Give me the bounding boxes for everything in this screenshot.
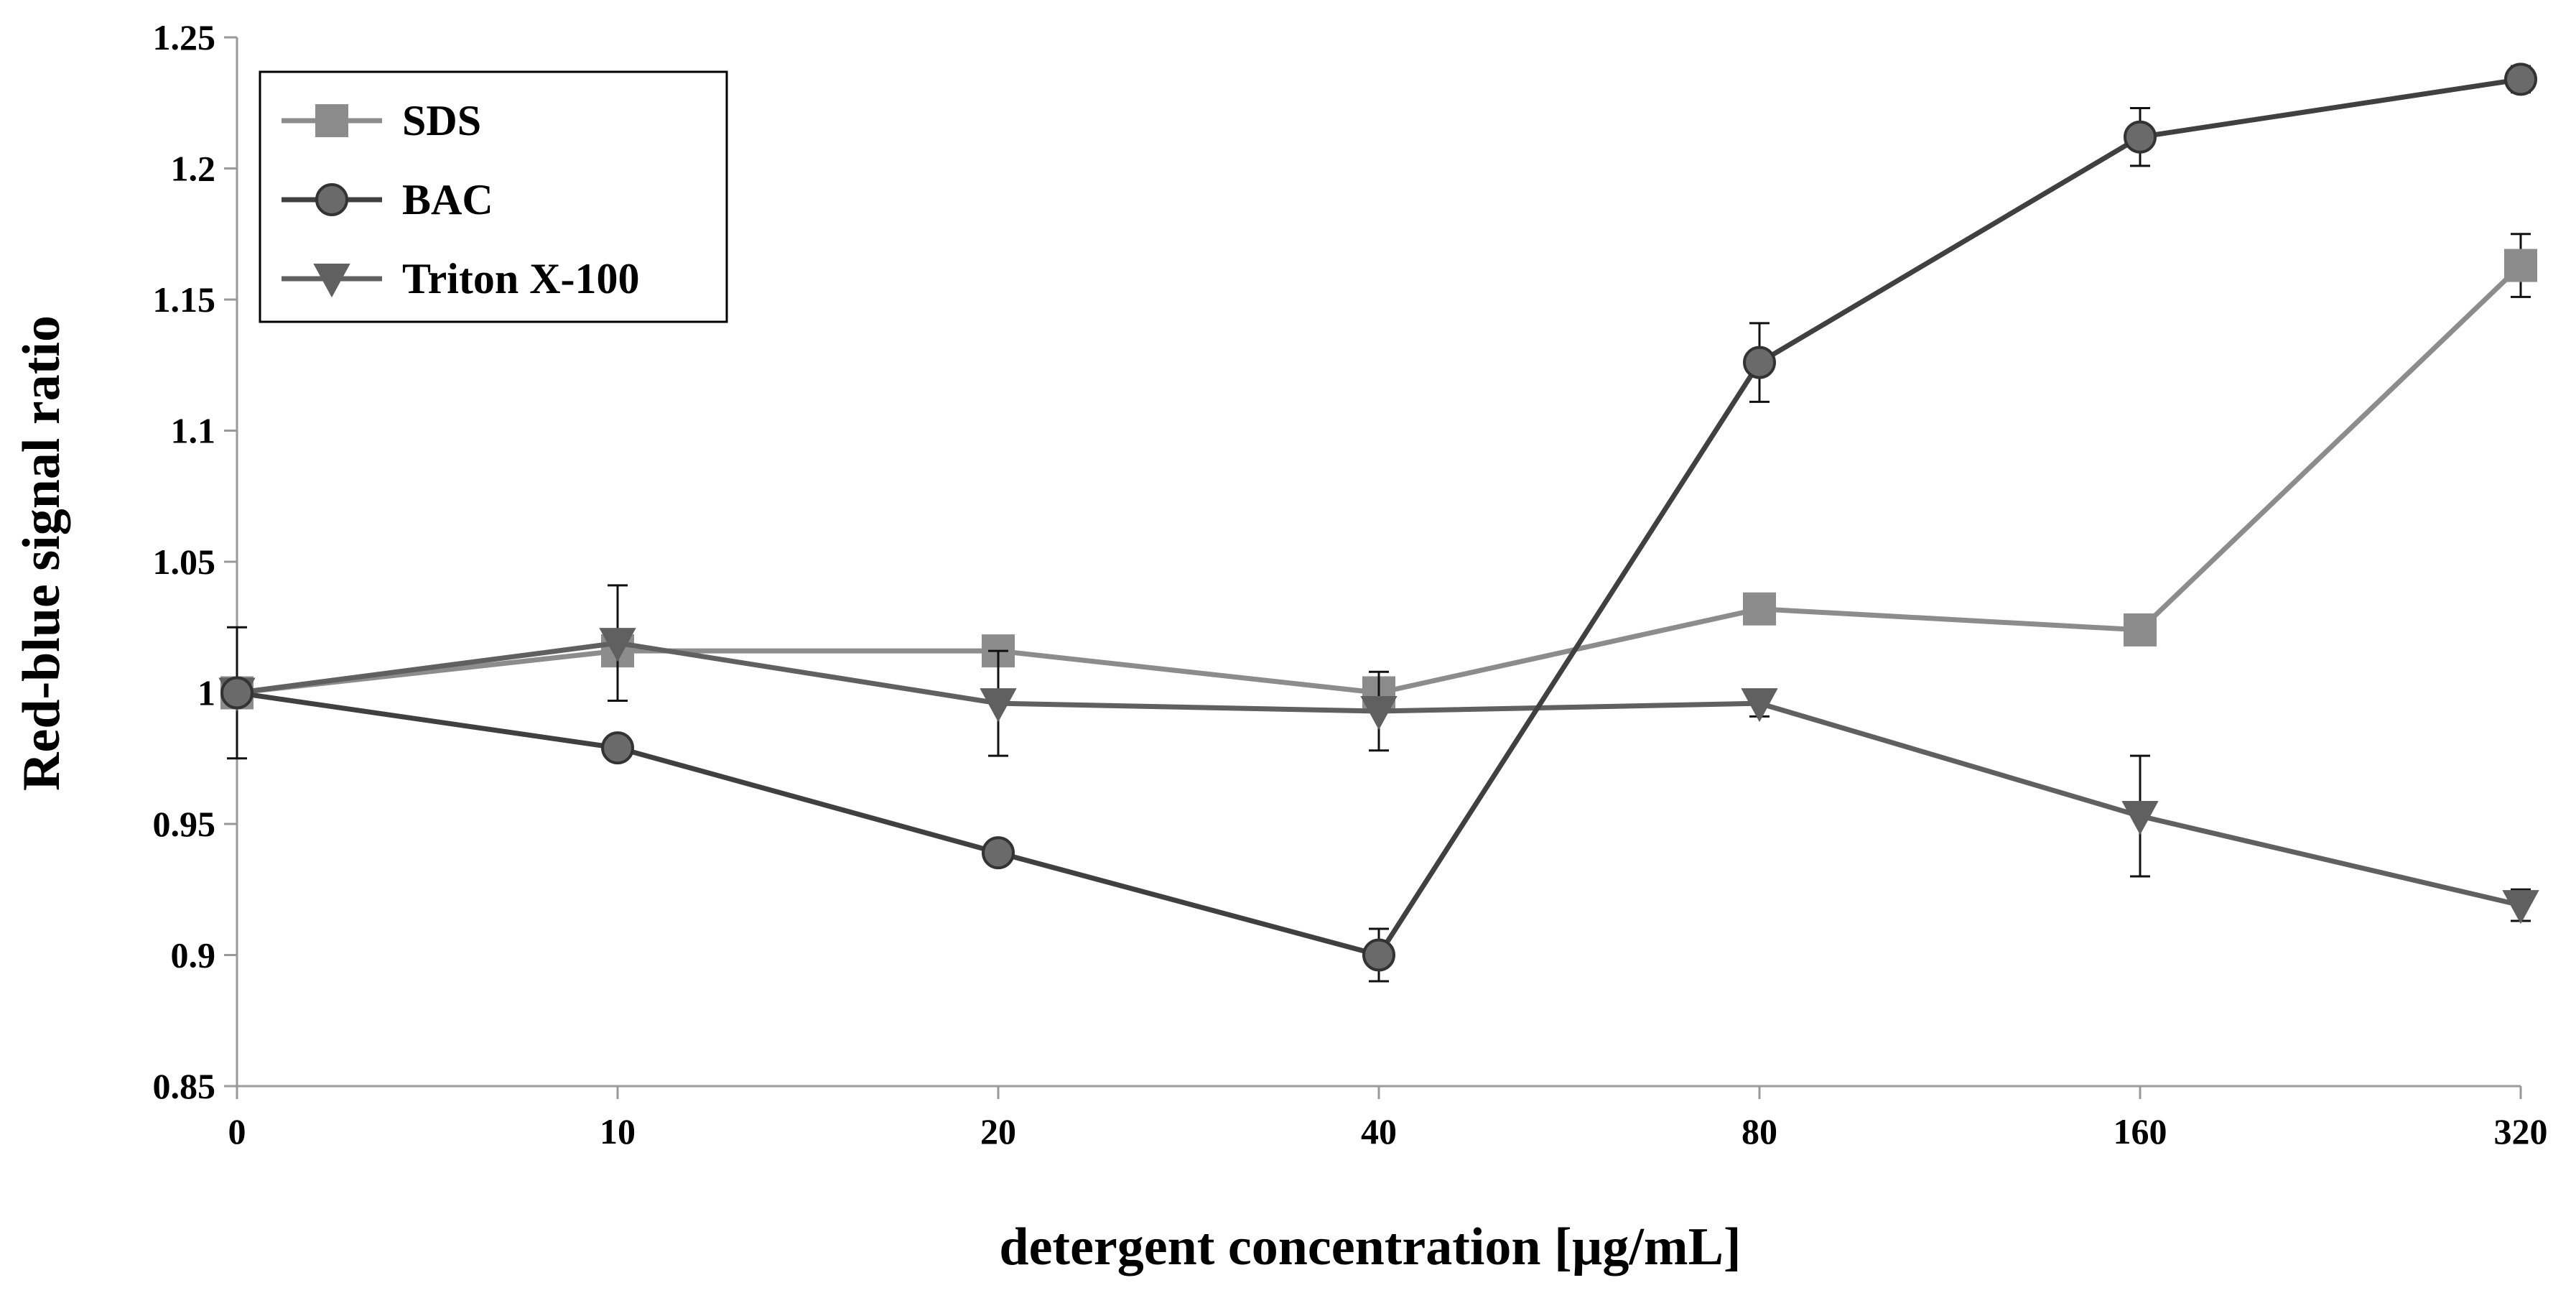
data-point-triton-x-100 xyxy=(2121,801,2159,835)
data-point-sds xyxy=(1743,592,1776,626)
y-tick-label: 1 xyxy=(197,673,215,713)
series-line-sds xyxy=(236,264,2523,695)
x-axis-ticks: 0 10 20 40 80 160 320 xyxy=(228,1086,2548,1151)
data-point-triton-x-100 xyxy=(599,628,636,662)
y-tick-label: 1.1 xyxy=(171,411,216,451)
legend-marker-triton-x-100 xyxy=(313,264,350,298)
y-tick-label: 0.9 xyxy=(171,935,216,975)
data-point-triton-x-100 xyxy=(2502,890,2539,924)
data-point-bac xyxy=(2504,62,2537,96)
legend: SDS BAC Triton X-100 xyxy=(259,70,728,323)
data-point-bac xyxy=(1743,346,1776,379)
x-tick-label: 80 xyxy=(1742,1111,1777,1151)
y-axis-title: Red-blue signal ratio xyxy=(12,315,71,791)
series-layer xyxy=(218,62,2539,983)
data-point-triton-x-100 xyxy=(980,688,1017,723)
x-tick-label: 20 xyxy=(980,1111,1016,1151)
data-point-bac xyxy=(2124,120,2157,154)
data-point-bac xyxy=(601,731,634,765)
data-point-triton-x-100 xyxy=(1360,696,1398,731)
y-tick-label: 0.95 xyxy=(153,804,216,844)
x-tick-label: 10 xyxy=(600,1111,636,1151)
legend-marker-bac xyxy=(315,183,348,216)
y-tick-label: 1.15 xyxy=(153,279,216,320)
x-axis-title: detergent concentration [µg/mL] xyxy=(999,1218,1741,1276)
x-tick-label: 0 xyxy=(228,1111,246,1151)
legend-label-triton-x-100: Triton X-100 xyxy=(402,255,640,302)
legend-marker-sds xyxy=(315,104,348,137)
data-point-sds xyxy=(2124,613,2157,646)
x-tick-label: 320 xyxy=(2494,1111,2548,1151)
data-point-bac xyxy=(1362,938,1395,972)
series-triton-x-100 xyxy=(218,584,2539,924)
legend-label-bac: BAC xyxy=(402,176,493,223)
x-tick-label: 160 xyxy=(2114,1111,2167,1151)
legend-label-sds: SDS xyxy=(402,97,481,144)
series-bac xyxy=(220,62,2537,983)
data-point-triton-x-100 xyxy=(1741,688,1778,723)
y-tick-label: 0.85 xyxy=(153,1066,216,1106)
y-tick-label: 1.2 xyxy=(171,149,216,189)
x-tick-label: 40 xyxy=(1361,1111,1397,1151)
data-point-bac xyxy=(982,836,1015,870)
data-point-sds xyxy=(2504,249,2537,282)
y-tick-label: 1.25 xyxy=(153,17,216,57)
data-point-bac xyxy=(220,676,254,710)
y-tick-label: 1.05 xyxy=(153,542,216,582)
y-axis-ticks: 0.85 0.9 0.95 1 1.05 1.1 1.15 1.2 1.25 xyxy=(153,17,237,1106)
